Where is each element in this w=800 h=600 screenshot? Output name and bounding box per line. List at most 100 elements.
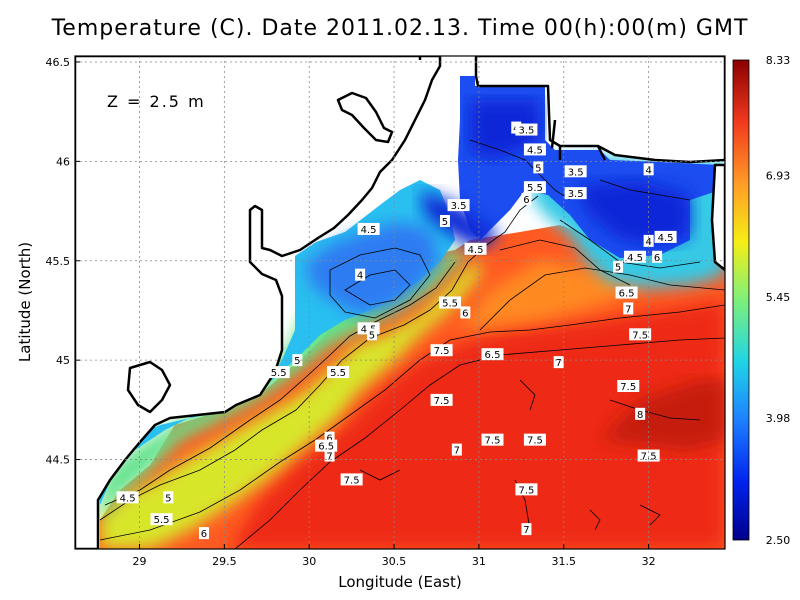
contour-label-bg [340,473,363,486]
contour-label: 5.5 [442,299,458,310]
contour-lines [99,139,725,549]
contour-label-bg [515,483,538,496]
contour-label-bg [355,268,366,281]
contour-label-bg [624,250,647,263]
sea-red-region [230,300,725,549]
colorbar-label: 2.50 [766,534,791,547]
contour-label: 6.5 [619,289,635,300]
colorbar-label: 5.45 [766,291,791,304]
contour-label: 7 [454,446,460,457]
land-right-edge [710,163,725,272]
contour-label: 7.5 [527,436,543,447]
contour-label: 3.5 [518,126,534,137]
contour-label-bg [460,306,471,319]
contour-label-bg [613,260,624,273]
land-delta [126,360,172,414]
contour-label: 5.5 [527,183,543,194]
contour-label-bg [523,143,546,156]
contour-label: 3.5 [568,167,584,178]
contour-label: 3.5 [451,201,467,212]
contour-label: 7 [326,452,332,463]
plot-frame [74,55,726,550]
contour-label-bg [439,214,450,227]
x-tick-label: 29 [132,555,146,568]
contour-label: 4.5 [627,253,643,264]
contour-label-bg [198,527,209,540]
colorbar-label: 8.33 [766,54,791,67]
x-tick-label: 31.5 [552,555,577,568]
sea-yellow-region [100,260,480,549]
contour-label: 4.5 [658,233,674,244]
contour-label-bg [163,491,174,504]
contour-label-bg [267,366,290,379]
sea-deepblue-region [470,100,540,160]
contour-label-bg [292,354,303,367]
y-tick-label: 44.5 [46,454,71,467]
contour-labels: 43.54.553.545.53.563.554.54.544.54.56546… [116,121,677,540]
sea-deepblue-region-2 [575,180,690,245]
contour-label: 5 [165,493,171,504]
contour-label-bg [553,356,564,369]
contour-label-bg [464,242,487,255]
contour-label-bg [623,302,634,315]
contour-label-bg [564,165,587,178]
contour-label: 6 [654,253,660,264]
contour-label-bg [324,431,335,444]
sea-green-region [100,250,470,520]
contour-label-bg [643,163,654,176]
temperature-field: 43.54.553.545.53.563.554.54.544.54.56546… [75,56,725,549]
contour-label-bg [521,523,532,536]
contour-label: 4.5 [527,145,543,156]
y-tick-label: 46.5 [46,56,71,69]
contour-label-bg [615,286,638,299]
contour-label-bg [652,250,663,263]
contour-label: 7.5 [620,382,636,393]
sea-deepblue-region-3 [420,190,500,250]
contour-label-bg [523,181,546,194]
x-axis-label: Longitude (East) [338,573,461,591]
contour-label: 6.5 [318,442,334,453]
contour-label: 4.5 [361,225,377,236]
contour-label: 5 [535,163,541,174]
colorbar-label: 3.98 [766,412,791,425]
map-title: Temperature (C). Date 2011.02.13. Time 0… [51,16,749,41]
contour-label: 5.5 [154,515,170,526]
contour-label: 6 [201,529,207,540]
contour-label: 4.5 [120,493,136,504]
contour-label-bg [327,366,350,379]
contour-label-bg [357,222,380,235]
contour-label: 4 [357,271,363,282]
contour-label-bg [635,407,646,420]
contour-label: 7.5 [434,396,450,407]
contour-label: 5 [294,356,300,367]
contour-label-bg [439,296,462,309]
x-tick-label: 31 [472,555,486,568]
contour-label: 4 [645,165,651,176]
contour-label: 7.5 [344,475,360,486]
contour-label: 7 [555,358,561,369]
contour-label: 8 [637,410,643,421]
contour-label-bg [521,193,532,206]
contour-label: 6 [523,195,529,206]
x-tick-label: 32 [642,555,656,568]
contour-label-bg [637,449,660,462]
contour-label-bg [643,234,654,247]
contour-label: 5 [615,263,621,274]
colorbar [732,59,750,541]
x-tick-label: 29.5 [212,555,237,568]
contour-label-bg [533,161,544,174]
contour-label-bg [315,439,338,452]
contour-label-bg [150,513,173,526]
contour-label-bg [481,433,504,446]
sea-blue-region-west [305,222,440,315]
contour-label: 7.5 [485,436,501,447]
land-island [336,91,394,144]
x-tick-label: 30.5 [382,555,407,568]
y-axis-label: Latitude (North) [16,242,34,362]
contour-label-bg [515,123,538,136]
depth-label: Z = 2.5 m [107,92,206,111]
contour-label-bg [116,491,139,504]
contour-label: 5 [369,330,375,341]
x-tick-label: 30 [302,555,316,568]
